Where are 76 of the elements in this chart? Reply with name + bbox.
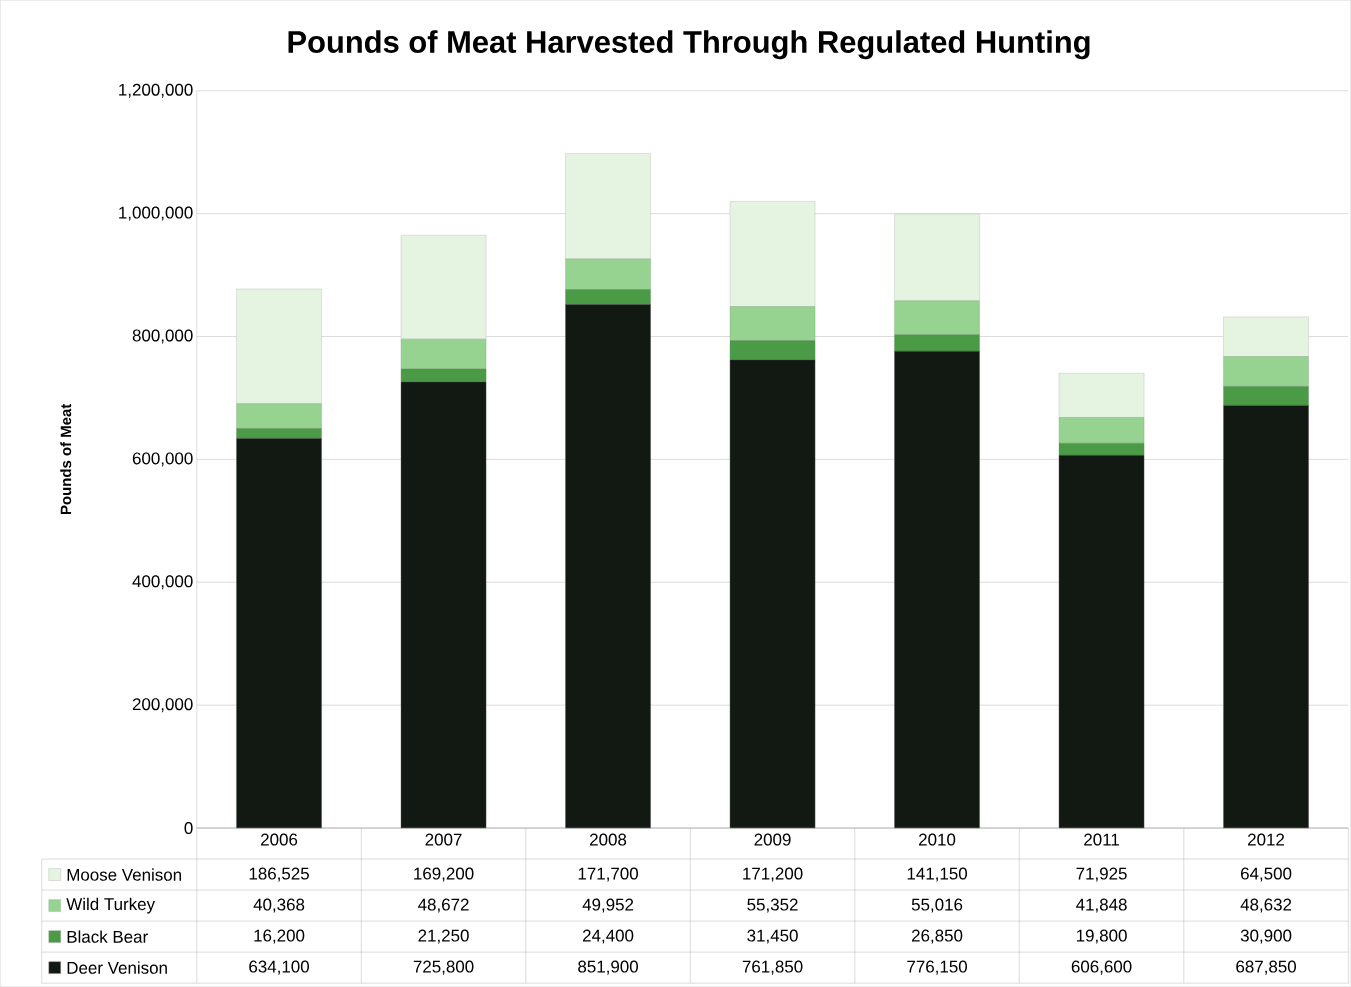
bar	[400, 235, 487, 340]
data-label: 21,250	[418, 929, 469, 944]
bar	[1223, 405, 1309, 829]
bar	[1058, 455, 1145, 829]
data-label: 24,400	[583, 929, 634, 944]
bar	[729, 359, 816, 829]
bar	[894, 334, 980, 352]
data-label: 634,100	[249, 960, 309, 975]
bar	[894, 300, 980, 335]
data-label: 26,850	[912, 929, 963, 944]
data-label: 169,200	[414, 867, 474, 882]
data-label: 55,016	[911, 898, 963, 913]
legend-label: Moose Venison	[67, 868, 181, 881]
bar	[1223, 316, 1309, 357]
bar	[894, 351, 980, 829]
data-label: 40,368	[253, 898, 305, 913]
bar	[236, 288, 322, 404]
x-tick-label: 2008	[590, 833, 627, 846]
bar	[236, 403, 322, 429]
x-tick-label: 2012	[1248, 833, 1285, 846]
y-tick-label: 400,000	[132, 575, 193, 590]
bar	[236, 438, 322, 829]
x-tick-label: 2009	[754, 833, 791, 846]
bar	[565, 304, 651, 829]
data-label: 141,150	[907, 867, 968, 882]
bar	[1058, 443, 1145, 456]
x-tick-label: 2010	[919, 833, 956, 846]
bar	[1223, 386, 1309, 406]
bar	[894, 214, 980, 302]
data-label: 171,200	[743, 867, 803, 882]
legend-label: Deer Venison	[67, 961, 167, 974]
bar	[729, 340, 816, 361]
y-tick-label: 200,000	[132, 698, 193, 713]
data-label: 186,525	[249, 867, 309, 882]
bar	[565, 258, 651, 290]
data-label: 48,632	[1240, 898, 1292, 913]
bar	[565, 153, 651, 260]
bar	[236, 428, 322, 439]
y-tick-label: 800,000	[132, 329, 193, 344]
data-label: 761,850	[742, 960, 803, 975]
data-label: 55,352	[747, 898, 798, 913]
data-label: 48,672	[418, 898, 469, 913]
data-label: 49,952	[582, 898, 634, 913]
x-tick-label: 2006	[261, 833, 298, 846]
legend-label: Wild Turkey	[66, 897, 156, 914]
bar	[729, 201, 816, 307]
x-tick-label: 2011	[1084, 833, 1119, 846]
data-label: 41,848	[1076, 898, 1127, 913]
bar	[1058, 373, 1145, 418]
legend-label: Black Bear	[67, 930, 148, 943]
bar	[729, 306, 816, 341]
bar	[400, 381, 487, 829]
bar	[1223, 356, 1309, 387]
chart-title: Pounds of Meat Harvested Through Regulated Hunting	[288, 30, 1090, 60]
y-tick-label: 1,200,000	[119, 83, 193, 98]
bar	[400, 339, 487, 370]
y-tick-label: 600,000	[132, 452, 193, 467]
y-tick-label: 1,000,000	[119, 206, 193, 221]
data-label: 64,500	[1241, 867, 1292, 882]
data-label: 687,850	[1236, 960, 1297, 975]
data-label: 606,600	[1071, 960, 1132, 975]
data-label: 31,450	[747, 929, 798, 944]
data-label: 776,150	[907, 960, 968, 975]
data-label: 19,800	[1076, 929, 1127, 944]
data-label: 171,700	[578, 867, 639, 882]
data-label: 725,800	[413, 960, 474, 975]
x-tick-label: 2007	[425, 833, 462, 846]
y-tick-label: 0	[184, 822, 193, 835]
data-label: 16,200	[254, 929, 305, 944]
data-label: 851,900	[578, 960, 639, 975]
data-label: 30,900	[1240, 929, 1292, 944]
y-axis-title: Pounds of Meat	[60, 404, 72, 515]
bar	[1058, 417, 1145, 444]
bar	[565, 289, 651, 305]
data-label: 71,925	[1076, 867, 1127, 882]
bar	[400, 368, 487, 383]
